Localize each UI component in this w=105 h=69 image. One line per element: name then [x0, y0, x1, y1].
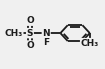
Text: S: S [27, 29, 33, 38]
Text: CH₃: CH₃ [81, 39, 99, 48]
Text: N: N [42, 29, 50, 38]
Text: CH₃: CH₃ [5, 29, 23, 38]
Text: O: O [26, 16, 34, 25]
Text: F: F [43, 38, 49, 47]
Text: O: O [26, 41, 34, 50]
